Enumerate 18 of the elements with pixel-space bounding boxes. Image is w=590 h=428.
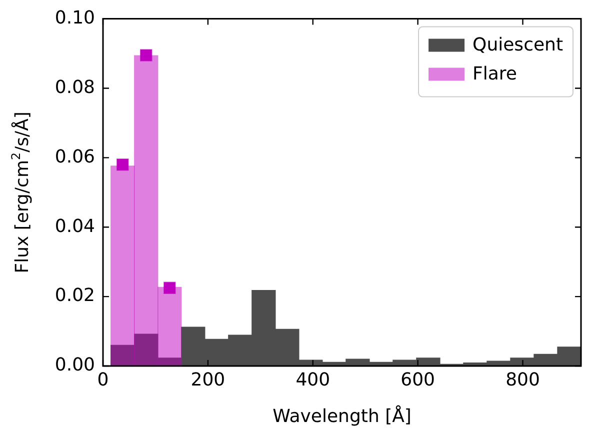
point <box>116 158 129 171</box>
point <box>163 282 176 294</box>
y-tick-label: 0.10 <box>54 7 95 28</box>
x-tick-label: 200 <box>190 369 226 390</box>
x-tick-label: 800 <box>506 369 540 390</box>
x-tick-label: 0 <box>97 369 109 390</box>
y-tick-label: 0.02 <box>54 285 95 306</box>
y-tick-label: 0.08 <box>54 76 95 98</box>
legend-label: Flare <box>472 63 518 84</box>
y-tick-label: 0.00 <box>54 354 95 376</box>
y-axis-title: Flux [erg/cm2/s/Å] <box>9 112 33 274</box>
legend-label: Quiescent <box>472 34 564 56</box>
y-tick-label: 0.06 <box>54 146 95 168</box>
point <box>140 49 152 62</box>
x-tick-label: 600 <box>400 369 435 390</box>
y-tick-label: 0.04 <box>54 216 95 237</box>
x-tick-label: 400 <box>296 369 330 390</box>
x-axis-title: Wavelength [Å] <box>272 405 412 427</box>
